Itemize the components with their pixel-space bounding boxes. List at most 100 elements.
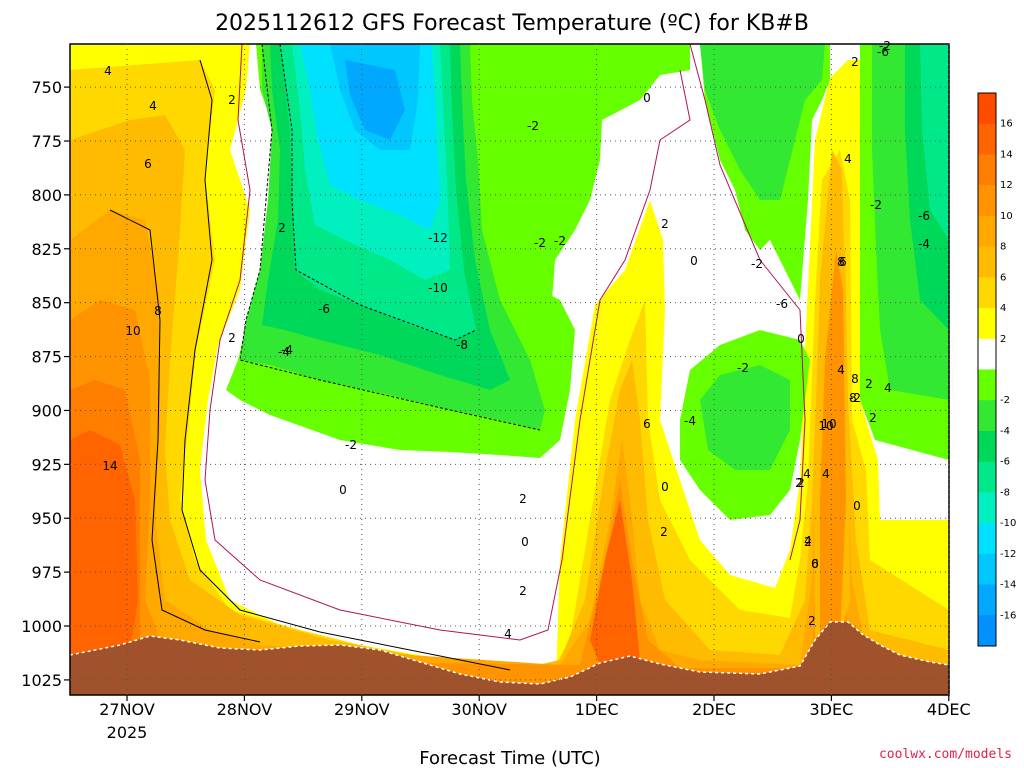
x-tick-label: 28NOV <box>217 700 273 719</box>
contour-label: 4 <box>803 467 811 481</box>
y-tick-label: 850 <box>31 294 62 313</box>
contour-label: 6 <box>839 255 847 269</box>
colorbar-swatch <box>978 492 996 524</box>
colorbar-label: -8 <box>1000 487 1010 498</box>
x-tick-label: 29NOV <box>334 700 390 719</box>
x-tick-label: 2DEC <box>692 700 736 719</box>
colorbar-swatch <box>978 154 996 186</box>
contour-label: -2 <box>737 361 749 375</box>
contour-label: 0 <box>690 254 698 268</box>
colorbar-label: 16 <box>1000 119 1013 130</box>
y-tick-label: 1025 <box>21 671 62 690</box>
contour-label: 8 <box>154 304 162 318</box>
colorbar-label: -6 <box>1000 457 1010 468</box>
contour-label: 8 <box>849 391 857 405</box>
colorbar-swatch <box>978 615 996 647</box>
contour-label: 4 <box>844 152 852 166</box>
contour-label: 0 <box>853 499 861 513</box>
contour-label: -2 <box>534 236 546 250</box>
contour-isotherm-minus4 <box>239 44 541 431</box>
contour-label: -4 <box>918 237 930 251</box>
contour-label: -6 <box>318 302 330 316</box>
contour-label: 6 <box>811 557 819 571</box>
contour-label: -2 <box>849 391 861 405</box>
contour-label: 14 <box>102 459 117 473</box>
colorbar-swatch <box>978 584 996 616</box>
x-tick-year: 2025 <box>107 723 148 742</box>
contour-label: 6 <box>144 157 152 171</box>
contour-label: -2 <box>879 39 891 53</box>
contour-label: 4 <box>822 467 830 481</box>
contour-label: 2 <box>869 411 877 425</box>
colorbar-swatch <box>978 93 996 125</box>
contour-label: 2 <box>519 584 527 598</box>
colorbar-swatch <box>978 185 996 217</box>
isotherm-band-minus16 <box>345 60 405 140</box>
colorbar-swatch <box>978 523 996 555</box>
contour-label: -2 <box>554 234 566 248</box>
y-tick-label: 800 <box>31 186 62 205</box>
colorbar-swatch <box>978 461 996 493</box>
contour-label: 2 <box>797 476 805 490</box>
contour-label: -2 <box>345 438 357 452</box>
contour-label: 4 <box>149 99 157 113</box>
isotherm-band-14 <box>70 430 640 665</box>
colorbar-label: 10 <box>1000 211 1013 222</box>
contour-label: 2 <box>795 476 803 490</box>
colorbar-label: -14 <box>1000 580 1016 591</box>
y-tick-label: 825 <box>31 240 62 259</box>
x-axis-label: Forecast Time (UTC) <box>419 748 600 768</box>
colorbar-label: -12 <box>1000 549 1016 560</box>
terrain <box>70 622 949 695</box>
y-tick-label: 950 <box>31 509 62 528</box>
y-axis: 750 775 800 825 850 875 900 925 950 975 1000 1025 <box>21 78 70 690</box>
contour-label: 2 <box>808 614 816 628</box>
colorbar-swatch <box>978 246 996 278</box>
contour-label: 4 <box>884 381 892 395</box>
colorbar-label: 6 <box>1000 272 1006 283</box>
contour-label: -6 <box>776 297 788 311</box>
contour-label: -6 <box>918 209 930 223</box>
colorbar-swatch <box>978 400 996 432</box>
colorbar-label: -16 <box>1000 610 1016 621</box>
contour-label: 10 <box>818 419 833 433</box>
chart-title: 2025112612 GFS Forecast Temperature (ºC)… <box>215 11 809 36</box>
colorbar-swatch <box>978 215 996 248</box>
x-tick-label: 3DEC <box>810 700 854 719</box>
contour-label: 6 <box>643 417 651 431</box>
contour-label: 2 <box>278 221 286 235</box>
x-tick-label: 4DEC <box>927 700 971 719</box>
contour-label: 8 <box>851 372 859 386</box>
contour-label: -4 <box>684 414 696 428</box>
colorbar-label: -4 <box>1000 426 1010 437</box>
contour-label: -12 <box>428 231 448 245</box>
colorbar-label: 4 <box>1000 303 1006 314</box>
contour-label: 10 <box>125 324 140 338</box>
contour-label: 2 <box>865 377 873 391</box>
colorbar-frame <box>977 92 997 647</box>
credit-text: coolwx.com/models <box>879 747 1012 762</box>
contour-label: 4 <box>837 363 845 377</box>
warm-spike-3dec-inner <box>820 250 846 640</box>
colorbar-swatch <box>978 369 996 401</box>
colorbar-swatch <box>978 553 996 586</box>
x-tick-label: 30NOV <box>451 700 507 719</box>
x-axis: 27NOV 28NOV 29NOV 30NOV 1DEC 2DEC 3DEC 4DEC <box>99 695 971 719</box>
x-tick-label: 1DEC <box>575 700 619 719</box>
contour-label: 8 <box>837 255 845 269</box>
contour-isotherm-4 <box>181 59 511 671</box>
contour-label: 0 <box>661 480 669 494</box>
y-tick-label: 975 <box>31 563 62 582</box>
contour-label: 4 <box>104 64 112 78</box>
contour-label: 2 <box>228 93 236 107</box>
colorbar-swatch <box>978 277 996 309</box>
contour-isotherm-minus8 <box>279 44 477 341</box>
y-tick-label: 925 <box>31 455 62 474</box>
y-tick-label: 775 <box>31 132 62 151</box>
colorbar-label: -2 <box>1000 395 1010 406</box>
contour-label: 2 <box>661 217 669 231</box>
contour-label: 2 <box>660 525 668 539</box>
contour-label: 4 <box>504 627 512 641</box>
colorbar: 16 14 12 10 8 6 4 2 -2 -4 -6 -8 -10 -12 -14 -16 <box>977 92 1016 647</box>
